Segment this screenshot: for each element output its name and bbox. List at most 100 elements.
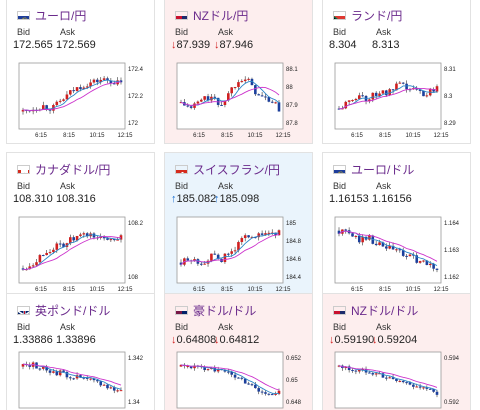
candle-body <box>247 235 250 238</box>
pair-name[interactable]: ランド/円 <box>351 8 403 23</box>
pair-name[interactable]: NZドル/円 <box>193 8 249 23</box>
y-tick-label: 8.3 <box>444 94 453 100</box>
y-tick-label: 0.652 <box>286 356 302 362</box>
candle-body <box>415 88 419 90</box>
pair-header[interactable]: カナダドル/円 <box>17 161 110 177</box>
pair-name[interactable]: NZドル/ドル <box>351 303 419 318</box>
pair-header[interactable]: 豪ドル/ドル <box>175 302 256 318</box>
fx-card-zar-jpy[interactable]: ランド/円 Bid Ask 8.304 8.313 8.31 8.3 8.29 6:1… <box>322 0 471 144</box>
candle-body <box>260 233 264 235</box>
pair-header[interactable]: ランド/円 <box>333 7 402 23</box>
y-tick-label: 0.648 <box>286 400 302 406</box>
candle-body <box>199 99 203 102</box>
candle-body <box>381 90 385 94</box>
candle-body <box>243 79 247 82</box>
bid-value: 1.16153 <box>329 193 369 205</box>
candle-body <box>388 89 391 96</box>
chart-frame <box>18 351 126 409</box>
bid-value: ↑185.082 <box>171 193 217 205</box>
candle-body <box>203 96 206 100</box>
candle-body <box>412 384 415 387</box>
y-tick-label: 184.6 <box>286 257 302 263</box>
candle-body <box>237 242 240 251</box>
y-tick-label: 88.1 <box>286 67 298 73</box>
pair-header[interactable]: ユーロ/円 <box>17 7 86 23</box>
fx-card-nzd-jpy[interactable]: NZドル/円 Bid Ask ↓87.939 ↓87.946 88.1 88 87.… <box>164 0 313 144</box>
candle-body <box>48 252 52 254</box>
moving-average-short <box>338 365 438 391</box>
bid-label: Bid <box>333 27 347 37</box>
candle-body <box>250 384 254 386</box>
pair-header[interactable]: NZドル/円 <box>175 7 248 23</box>
candle-body <box>405 83 408 90</box>
pair-header[interactable]: ユーロ/ドル <box>333 161 414 177</box>
pair-name[interactable]: ユーロ/ドル <box>351 162 415 177</box>
fx-card-nzd-usd[interactable]: NZドル/ドル Bid Ask ↓0.59190 ↓0.59204 0.594 0… <box>322 293 471 410</box>
ask-value: 172.569 <box>56 39 96 51</box>
candle-body <box>347 100 351 102</box>
candle-body <box>361 95 364 97</box>
pair-name[interactable]: 豪ドル/ドル <box>193 303 257 318</box>
candle-body <box>227 253 230 255</box>
bid-label: Bid <box>333 181 347 191</box>
pair-name[interactable]: スイスフラン/円 <box>193 162 280 177</box>
candle-body <box>35 262 38 266</box>
candle-body <box>247 78 250 80</box>
candle-body <box>230 251 233 254</box>
candle-body <box>344 229 348 231</box>
candle-body <box>58 100 62 102</box>
fx-card-cad-jpy[interactable]: カナダドル/円 Bid Ask 108.310 108.316 108.2 108… <box>6 152 155 298</box>
fx-card-eur-usd[interactable]: ユーロ/ドル Bid Ask 1.16153 1.16156 1.164 1.16… <box>322 152 471 298</box>
candle-body <box>277 390 281 394</box>
ask-label: Ask <box>218 181 234 191</box>
candle-body <box>425 387 429 389</box>
ask-value: 1.16156 <box>372 193 412 205</box>
candle-body <box>368 99 371 102</box>
candle-body <box>408 254 412 257</box>
fx-card-chf-jpy[interactable]: スイスフラン/円 Bid Ask ↑185.082 ↑185.098 185 18… <box>164 152 313 298</box>
candle-body <box>109 387 113 389</box>
candle-body <box>415 255 419 263</box>
candle-body <box>357 370 361 372</box>
price-chart: 108.2 108 6:15 8:15 10:15 12:15 <box>18 216 144 293</box>
fx-card-aud-usd[interactable]: 豪ドル/ドル Bid Ask ↓0.64808 ↓0.64812 0.652 0.… <box>164 293 313 410</box>
candle-body <box>274 393 277 395</box>
x-tick-label: 8:15 <box>379 133 391 139</box>
candle-body <box>361 368 364 371</box>
candle-body <box>254 384 257 389</box>
ask-value: 8.313 <box>372 39 400 51</box>
candle-body <box>210 253 213 261</box>
candle-body <box>119 80 123 83</box>
chart-frame <box>176 62 284 130</box>
moving-average-long <box>180 364 280 391</box>
candle-body <box>82 377 86 379</box>
candle-body <box>227 93 230 101</box>
candle-body <box>351 370 354 372</box>
pair-header[interactable]: 英ポンド/ドル <box>17 302 110 318</box>
x-tick-label: 8:15 <box>63 287 75 293</box>
fx-card-gbp-usd[interactable]: 英ポンド/ドル Bid Ask 1.33886 1.33896 1.342 1.3… <box>6 293 155 410</box>
y-tick-label: 185 <box>286 221 297 227</box>
candle-body <box>106 238 109 240</box>
candle-body <box>381 373 385 378</box>
candle-body <box>189 106 193 108</box>
pair-name[interactable]: ユーロ/円 <box>35 8 87 23</box>
pair-name[interactable]: 英ポンド/ドル <box>35 303 111 318</box>
x-tick-label: 8:15 <box>63 133 75 139</box>
pair-header[interactable]: スイスフラン/円 <box>175 161 280 177</box>
pair-name[interactable]: カナダドル/円 <box>35 162 111 177</box>
candle-body <box>361 236 364 243</box>
bid-value: ↓0.59190 <box>329 334 375 346</box>
candle-body <box>378 242 381 246</box>
fx-card-eur-jpy[interactable]: ユーロ/円 Bid Ask 172.565 172.569 172.4 172.2… <box>6 0 155 144</box>
candle-body <box>254 237 257 239</box>
pair-header[interactable]: NZドル/ドル <box>333 302 418 318</box>
x-tick-label: 10:15 <box>405 287 421 293</box>
candle-body <box>432 388 435 392</box>
candle-body <box>247 383 250 385</box>
candle-body <box>395 379 398 381</box>
ask-label: Ask <box>218 322 234 332</box>
candle-body <box>52 371 55 373</box>
candle-body <box>112 239 116 241</box>
candle-body <box>264 233 267 235</box>
